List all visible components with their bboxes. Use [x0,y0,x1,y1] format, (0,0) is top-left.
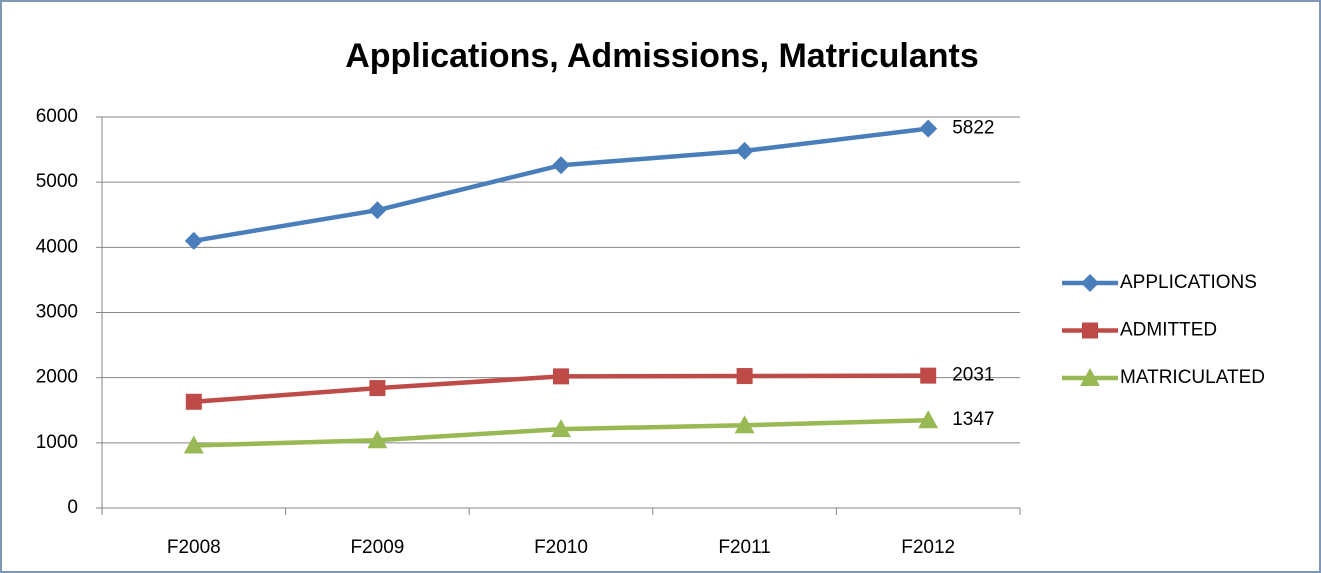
marker [367,430,388,449]
y-tick-label: 0 [67,497,78,518]
x-tick-label: F2010 [534,537,588,558]
legend-label: MATRICULATED [1120,367,1265,388]
data-label: 5822 [952,118,994,139]
marker [551,419,571,438]
legend-label: ADMITTED [1120,320,1217,341]
chart-title: Applications, Admissions, Matriculants [345,37,979,75]
marker [734,415,755,434]
marker [736,368,753,385]
x-tick-label: F2011 [718,537,770,558]
marker [184,231,203,250]
legend-marker [1082,322,1098,339]
y-tick-label: 6000 [36,106,78,127]
marker [920,367,937,384]
x-tick-label: F2008 [167,537,221,558]
marker [552,156,570,175]
x-tick-label: F2009 [350,537,404,558]
marker [369,380,386,397]
y-tick-label: 2000 [36,367,78,388]
y-tick-label: 1000 [36,432,78,453]
data-label: 1347 [952,409,994,430]
marker [919,119,938,138]
legend-marker [1080,368,1100,386]
marker [183,435,204,454]
data-label: 2031 [952,365,994,386]
marker [185,393,202,410]
legend-marker [1081,274,1099,292]
marker [918,410,939,429]
marker [553,368,569,385]
y-tick-label: 5000 [36,171,78,192]
marker [735,141,754,160]
marker [368,201,387,220]
legend-label: APPLICATIONS [1120,272,1257,293]
y-tick-label: 4000 [36,236,78,257]
x-tick-label: F2012 [901,537,955,558]
y-tick-label: 3000 [36,302,78,323]
